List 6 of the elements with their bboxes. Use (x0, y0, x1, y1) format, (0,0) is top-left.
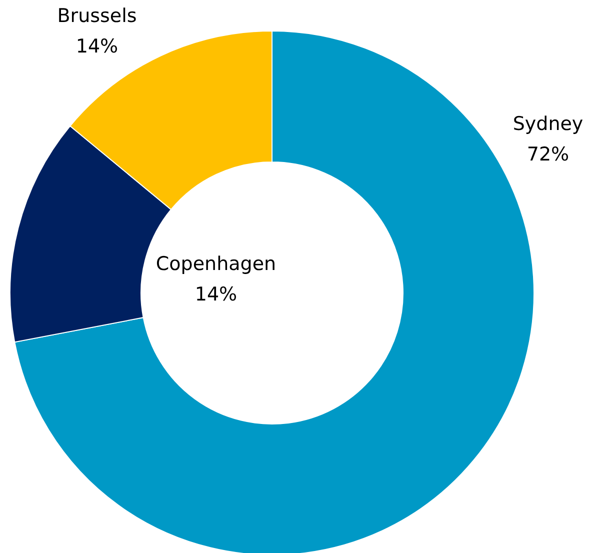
slice-label: Sydney (512, 113, 584, 135)
data-label: 72% (526, 143, 570, 166)
data-label: 14% (76, 35, 118, 58)
data-label: 14% (194, 283, 238, 306)
slice-label: Copenhagen (156, 253, 276, 275)
slice-label: Brussels (57, 5, 137, 27)
